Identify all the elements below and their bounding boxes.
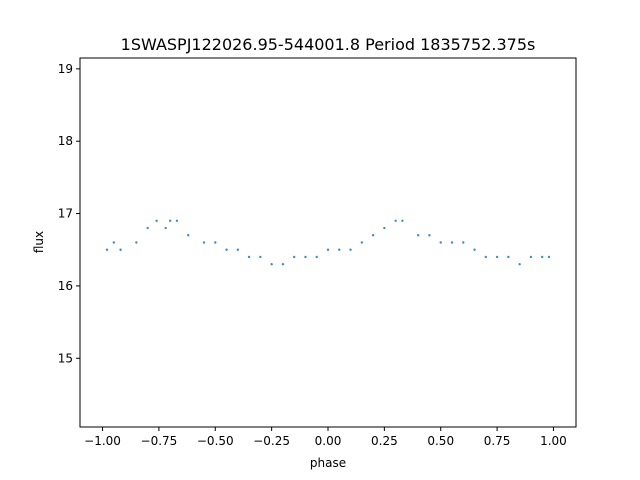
data-point (135, 241, 138, 244)
data-point (304, 255, 307, 259)
data-point (394, 219, 397, 222)
data-point (247, 255, 251, 259)
data-point (349, 248, 352, 251)
data-point (146, 226, 149, 230)
data-point (236, 248, 240, 251)
y-tick-label: 19 (58, 62, 73, 76)
data-point (371, 234, 375, 237)
data-point (326, 248, 330, 251)
data-point (529, 255, 533, 259)
plot-frame (79, 57, 577, 428)
data-point (119, 248, 122, 251)
data-point (462, 241, 465, 244)
y-tick-label: 15 (58, 351, 73, 365)
data-point (112, 241, 116, 244)
data-point (450, 241, 454, 244)
data-point (507, 255, 510, 259)
data-point (164, 226, 167, 230)
data-point (439, 241, 442, 244)
x-tick-label: −0.50 (197, 434, 234, 448)
data-point (292, 255, 296, 259)
data-point (175, 219, 179, 222)
data-point (428, 234, 431, 237)
x-tick-label: −0.25 (253, 434, 290, 448)
x-tick-label: 1.00 (540, 434, 567, 448)
data-point (338, 248, 341, 251)
y-axis-label: flux (32, 231, 46, 253)
data-point (214, 241, 217, 244)
data-point (360, 241, 364, 244)
data-point (383, 226, 386, 230)
data-point (168, 219, 172, 222)
data-point (495, 255, 499, 259)
data-point (416, 234, 420, 237)
data-point (187, 234, 190, 237)
x-axis-label: phase (310, 456, 346, 470)
data-point (281, 263, 285, 266)
data-point (547, 255, 551, 259)
data-point (155, 219, 158, 222)
data-point (202, 241, 206, 244)
data-point (484, 255, 488, 259)
x-tick-label: 0.75 (484, 434, 511, 448)
y-axis-ticks: 15 16 17 18 19 (58, 62, 80, 365)
data-point (518, 263, 521, 266)
data-point (270, 263, 273, 266)
chart-title: 1SWASPJ122026.95-544001.8 Period 1835752… (121, 35, 536, 54)
x-tick-label: 0.00 (315, 434, 342, 448)
x-axis-ticks: −1.00 −0.75 −0.50 −0.25 0.00 0.25 0.50 0.75 1.00 (84, 427, 567, 448)
scatter-points (105, 219, 551, 266)
y-tick-label: 16 (58, 279, 73, 293)
data-point (315, 255, 318, 259)
y-tick-label: 18 (58, 134, 73, 148)
data-point (105, 248, 109, 251)
data-point (540, 255, 544, 259)
x-tick-label: −0.75 (141, 434, 178, 448)
x-tick-label: 0.50 (427, 434, 454, 448)
x-tick-label: 0.25 (371, 434, 398, 448)
data-point (259, 255, 262, 259)
y-tick-label: 17 (58, 207, 73, 221)
data-point (473, 248, 476, 251)
data-point (225, 248, 228, 251)
data-point (401, 219, 404, 222)
x-tick-label: −1.00 (84, 434, 121, 448)
